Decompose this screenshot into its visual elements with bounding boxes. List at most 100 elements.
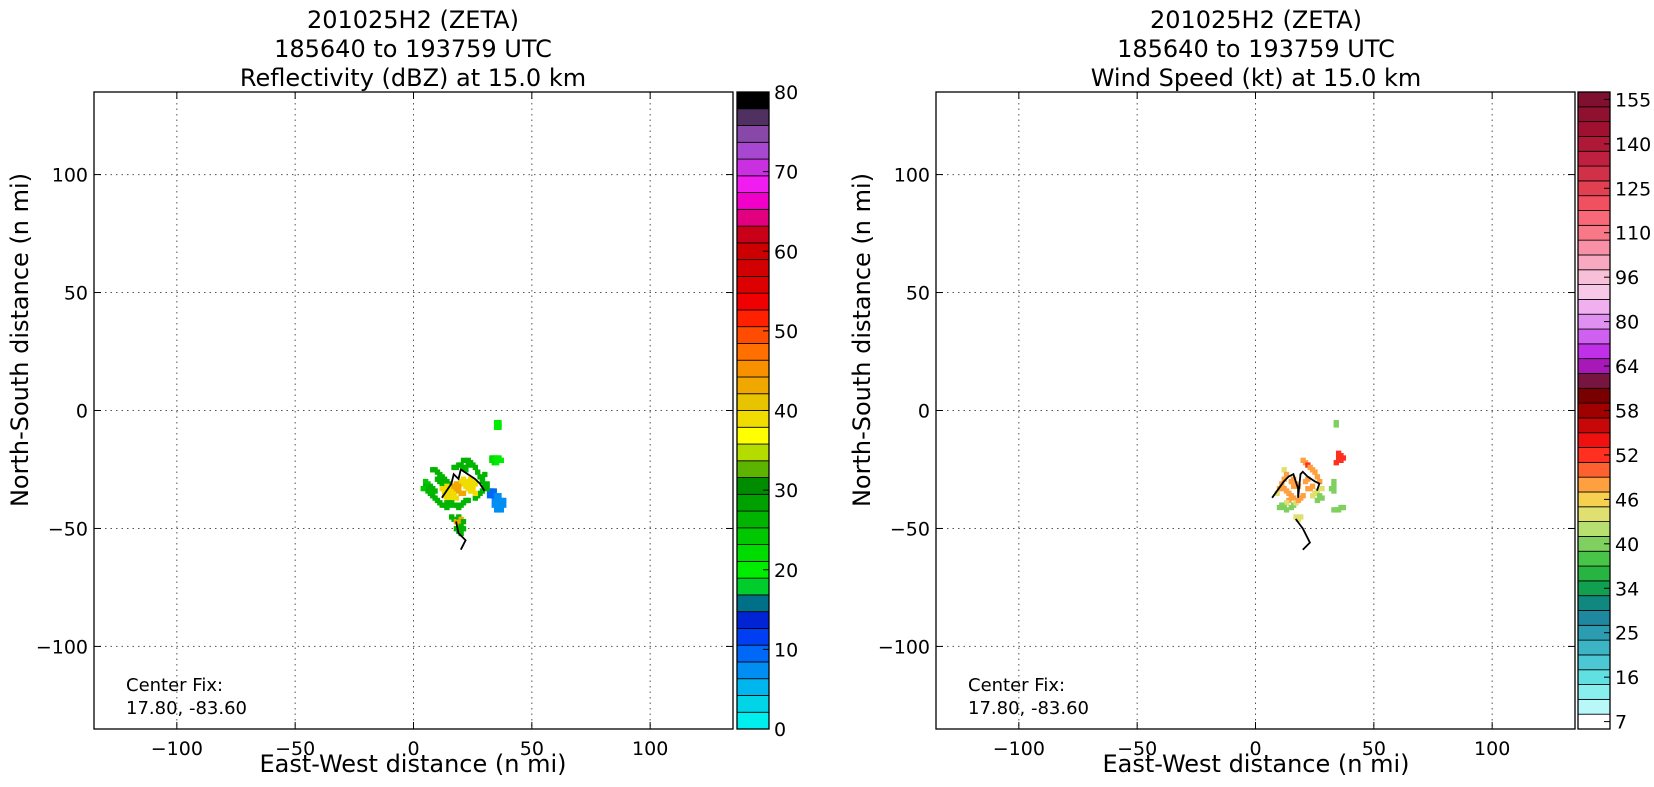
x-tick-label: 0 — [407, 738, 419, 760]
data-cell — [463, 467, 469, 473]
data-cell — [1276, 504, 1283, 511]
data-cell — [460, 526, 467, 532]
data-cell — [489, 457, 495, 464]
data-cell — [493, 419, 500, 426]
center-fix-value: 17.80, -83.60 — [968, 698, 1089, 719]
colorbar-segment — [736, 661, 770, 680]
data-cell — [1328, 485, 1335, 492]
data-cell — [460, 476, 467, 482]
colorbar-segment — [736, 544, 770, 562]
data-cell — [1319, 495, 1325, 501]
data-cell — [1283, 471, 1290, 478]
data-cell — [1298, 514, 1304, 520]
data-cell — [501, 497, 507, 504]
y-tick-label: 100 — [52, 165, 88, 187]
colorbar-segment — [1577, 476, 1611, 493]
x-tick-label: 50 — [520, 738, 544, 760]
colorbar-tick-label: 70 — [774, 162, 798, 184]
center-fix-label: Center Fix: — [126, 675, 223, 696]
data-cell — [484, 481, 490, 487]
colorbar-segment — [736, 393, 770, 411]
y-axis-label: North-South distance (n mi) — [6, 173, 34, 507]
data-cell — [493, 460, 500, 466]
x-tick-label: −100 — [151, 738, 203, 760]
y-tick-label: 0 — [76, 401, 88, 423]
y-tick-label: −100 — [36, 636, 88, 658]
colorbar-segment — [1577, 506, 1611, 523]
grid — [94, 92, 733, 729]
y-tick-label: 50 — [906, 283, 930, 305]
colorbar-segment — [1577, 565, 1611, 582]
x-axis-label: East-West distance (n mi) — [259, 750, 566, 778]
colorbar-tick-label: 52 — [1615, 445, 1639, 467]
data-cell — [1281, 476, 1287, 482]
data-cell — [479, 476, 486, 482]
colorbar-segment — [736, 141, 770, 160]
colorbar-segment — [736, 477, 770, 495]
colorbar-segment — [1577, 595, 1611, 611]
colorbar-tick-label: 80 — [774, 82, 798, 104]
data-cell — [498, 507, 505, 513]
colorbar-tick-label: 20 — [774, 560, 798, 582]
track-line — [1294, 518, 1311, 551]
colorbar-tick-label: 125 — [1615, 178, 1651, 200]
colorbar-segment — [736, 259, 770, 277]
colorbar-segment — [736, 309, 770, 328]
data-cell — [458, 530, 464, 537]
center-fix-value: 17.80, -83.60 — [126, 698, 247, 719]
colorbar-segment — [1577, 698, 1611, 715]
data-cell — [1305, 476, 1311, 482]
colorbar-tick-label: 110 — [1615, 223, 1651, 245]
colorbar-segment — [736, 493, 770, 512]
colorbar-segment — [736, 510, 770, 529]
data-cell — [501, 502, 507, 508]
data-cell — [472, 490, 478, 497]
colorbar-tick-label: 34 — [1615, 578, 1639, 600]
panel-title-line-2: 185640 to 193759 UTC — [274, 35, 552, 63]
colorbar-segment — [1577, 550, 1611, 567]
data-cell — [475, 469, 481, 475]
panel-title-line-3: Wind Speed (kt) at 15.0 km — [1091, 64, 1422, 92]
data-cell — [451, 483, 457, 489]
colorbar-tick-label: 140 — [1615, 134, 1651, 156]
data-cell — [1309, 483, 1316, 489]
data-cell — [472, 464, 478, 471]
y-tick-label: 100 — [894, 165, 930, 187]
data-cell — [482, 471, 488, 478]
data-cells — [1274, 419, 1347, 522]
colorbar-tick-label: 64 — [1615, 356, 1639, 378]
colorbar-segment — [736, 577, 770, 596]
data-cell — [472, 481, 478, 487]
colorbar-segment — [736, 611, 770, 629]
colorbar-segment — [1577, 298, 1611, 315]
data-cell — [1338, 457, 1344, 464]
panel-title-line-3: Reflectivity (dBZ) at 15.0 km — [240, 64, 586, 92]
data-cell — [453, 495, 460, 501]
colorbar-segment — [736, 326, 770, 344]
wind-speed-panel: 201025H2 (ZETA) 185640 to 193759 UTC Win… — [848, 6, 1651, 778]
data-cell — [465, 457, 471, 464]
colorbar-segment — [736, 410, 770, 428]
colorbar: 0 10 20 30 40 50 60 70 80 — [736, 82, 798, 741]
x-axis-label: East-West distance (n mi) — [1102, 750, 1409, 778]
data-cell — [1283, 500, 1290, 506]
colorbar-segment — [1577, 106, 1611, 123]
data-cell — [491, 488, 497, 494]
colorbar-segment — [736, 628, 770, 646]
colorbar-segment — [1577, 328, 1611, 345]
colorbar-segment — [1577, 373, 1611, 389]
colorbar-segment — [1577, 165, 1611, 182]
data-cell — [1314, 474, 1320, 480]
x-tick-label: −50 — [275, 738, 315, 760]
colorbar-segment — [736, 527, 770, 546]
colorbar-segment — [736, 125, 770, 143]
colorbar-segment — [736, 695, 770, 713]
colorbar-tick-label: 16 — [1615, 667, 1639, 689]
colorbar-segment — [1577, 610, 1611, 626]
data-cell — [1331, 478, 1337, 485]
colorbar-segment — [736, 208, 770, 227]
colorbar-segment — [736, 175, 770, 193]
data-cell — [460, 490, 467, 497]
x-tick-label: 0 — [1249, 738, 1261, 760]
x-tick-label: −100 — [993, 738, 1045, 760]
